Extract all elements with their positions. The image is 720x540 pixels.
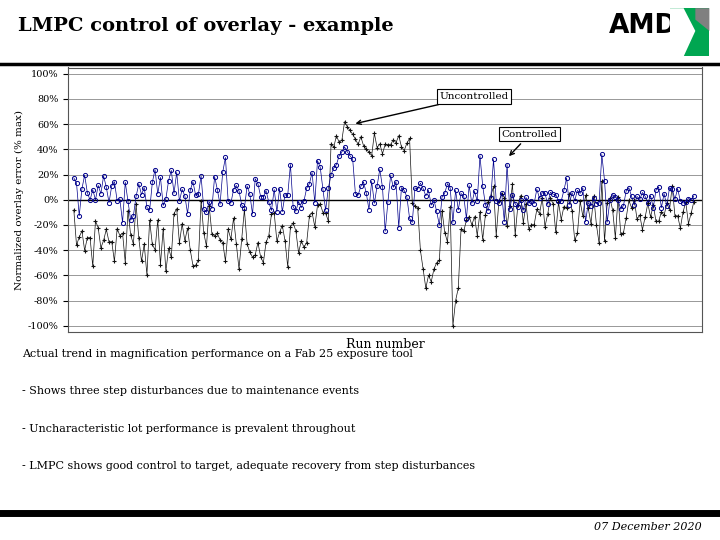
Text: Uncontrolled: Uncontrolled	[357, 92, 508, 124]
FancyBboxPatch shape	[670, 8, 709, 56]
Text: - Shows three step disturbances due to maintenance events: - Shows three step disturbances due to m…	[22, 386, 359, 396]
X-axis label: Run number: Run number	[346, 338, 425, 350]
Text: AMD: AMD	[608, 12, 677, 39]
Text: LMPC control of overlay - example: LMPC control of overlay - example	[18, 17, 394, 35]
Text: - Uncharacteristic lot performance is prevalent throughout: - Uncharacteristic lot performance is pr…	[22, 423, 355, 434]
Text: - LMPC shows good control to target, adequate recovery from step disturbances: - LMPC shows good control to target, ade…	[22, 461, 474, 471]
Polygon shape	[696, 8, 709, 31]
Text: Controlled: Controlled	[502, 130, 557, 155]
Text: Actual trend in magnification performance on a Fab 25 exposure tool: Actual trend in magnification performanc…	[22, 349, 413, 359]
Y-axis label: Normalized overlay error (% max): Normalized overlay error (% max)	[14, 110, 24, 290]
Polygon shape	[670, 8, 696, 56]
Text: 07 December 2020: 07 December 2020	[594, 522, 702, 532]
